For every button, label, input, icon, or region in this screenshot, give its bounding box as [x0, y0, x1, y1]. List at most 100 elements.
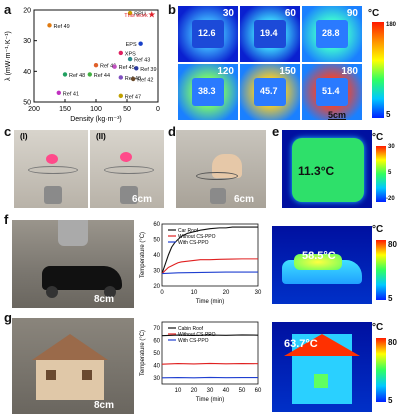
lamp-icon	[58, 220, 88, 246]
data-point	[138, 41, 143, 46]
scale-bar-label: 5cm	[328, 110, 347, 120]
thermal-tile: 180 51.4	[302, 64, 362, 120]
ring-stand-icon	[196, 172, 238, 180]
sample-square	[254, 78, 286, 106]
ring-stand-icon	[28, 166, 78, 174]
panel-letter-a: a	[4, 2, 12, 17]
y-tick-label: 60	[153, 222, 160, 228]
x-tick-label: 50	[239, 388, 246, 394]
unit-label-f: °C	[372, 224, 384, 235]
plot-frame	[161, 321, 259, 385]
line-chart-cabin: 10 20 30 40 50 60 30 40 50 60 70 Time (min) Temperat…	[140, 321, 262, 403]
sample-square	[254, 20, 286, 48]
thermal-tile: 150 45.7	[240, 64, 300, 120]
lamp-icon	[44, 186, 62, 204]
cb-mid-e: 5	[388, 170, 392, 176]
cb-max-f: 80	[388, 240, 397, 249]
thermo-temp-e: 11.3°C	[298, 164, 335, 178]
x-tick-label: 40	[223, 388, 230, 394]
data-point	[56, 90, 61, 96]
y-tick-label: 50	[23, 100, 31, 107]
y-tick-label: 40	[23, 69, 31, 76]
x-tick-label: 100	[90, 106, 102, 113]
tile-time: 180	[341, 66, 358, 77]
label-I: (I)	[20, 132, 28, 141]
x-axis-label: Density (kg·m⁻³)	[70, 116, 122, 123]
point-label: RPU	[134, 12, 146, 18]
legend-label: Without CS-PPO	[178, 234, 216, 240]
y-axis-label: Temperature (°C)	[140, 232, 146, 278]
colorbar-e	[376, 146, 386, 202]
cool-interior	[314, 374, 328, 388]
cold-plate	[292, 138, 364, 202]
x-tick-label: 30	[255, 290, 262, 296]
sample-square	[316, 78, 348, 106]
flower-icon	[46, 154, 58, 164]
thermo-temp-f: 58.5°C	[302, 250, 336, 262]
panel-letter-d: d	[168, 124, 176, 139]
series-line	[161, 226, 258, 274]
sample-square	[192, 20, 224, 48]
unit-label-g: °C	[372, 322, 384, 333]
thermal-tile: 30 12.6	[178, 6, 238, 62]
tile-time: 60	[284, 8, 296, 19]
tile-time: 30	[222, 8, 234, 19]
thermal-grid: 30 12.6 60 19.4 90 28.8 120 38.3 150 45.7 180 51.4 …	[178, 6, 366, 124]
panel-letter-g: g	[4, 310, 12, 325]
point-label: This work	[124, 13, 148, 19]
x-tick-label: 10	[175, 388, 182, 394]
hot-roof	[294, 254, 342, 270]
y-tick-label: 30	[23, 38, 31, 45]
y-tick-label: 20	[153, 284, 160, 290]
panel-letter-b: b	[168, 2, 176, 17]
thermo-temp-g: 63.7°C	[284, 338, 318, 350]
tile-time: 120	[217, 66, 234, 77]
data-point	[118, 50, 124, 56]
thermal-tile: 120 38.3	[178, 64, 238, 120]
lamp-icon	[210, 188, 226, 204]
colorbar-f	[376, 240, 386, 300]
data-point	[118, 75, 124, 80]
window-icon	[82, 370, 92, 380]
data-point	[131, 76, 136, 82]
x-axis-label: Time (min)	[196, 299, 224, 305]
lamp-icon	[120, 186, 138, 204]
data-point	[87, 72, 93, 77]
y-tick-label: 60	[153, 339, 160, 345]
x-tick-label: 60	[255, 388, 262, 394]
legend-label: Cabin Roof	[178, 326, 204, 332]
data-point	[62, 72, 68, 77]
point-label: Ref 44	[94, 73, 110, 79]
series-line	[161, 271, 258, 275]
series-line	[161, 362, 259, 365]
thermal-f: 58.5°C	[272, 226, 372, 304]
y-tick-label: 40	[153, 253, 160, 259]
x-tick-label: 0	[156, 106, 160, 113]
y-axis-label: λ (mW·m⁻¹·K⁻¹)	[5, 31, 12, 81]
y-tick-label: 30	[153, 269, 160, 275]
y-tick-label: 20	[23, 8, 31, 15]
y-tick-label: 50	[153, 351, 160, 357]
unit-label-b: °C	[368, 8, 380, 19]
window-icon	[46, 370, 56, 380]
cb-max-g: 80	[388, 338, 397, 347]
photo-g-house: 8cm	[12, 318, 134, 414]
thermal-e: 11.3°C	[282, 130, 372, 208]
photo-c-left: (I)	[14, 130, 88, 208]
point-label: Ref 48	[69, 73, 85, 79]
y-tick-label: 70	[153, 326, 160, 332]
plot-frame	[161, 223, 259, 287]
photo-d: 6cm	[176, 130, 266, 208]
data-point	[127, 10, 133, 16]
colorbar-b	[372, 22, 384, 118]
legend-label: With CS-PPO	[178, 240, 209, 246]
line-chart-car: 0 10 20 30 20 30 40 50 60 Time (min) Temperature (…	[140, 222, 262, 305]
wheel-icon	[46, 286, 58, 298]
photo-c-right: (II) 6cm	[90, 130, 164, 208]
photo-f-car: 8cm	[12, 220, 134, 308]
x-tick-label: 150	[59, 106, 71, 113]
wheel-icon	[104, 286, 116, 298]
point-label: Ref 42	[137, 78, 153, 84]
unit-label-e: °C	[372, 132, 384, 143]
